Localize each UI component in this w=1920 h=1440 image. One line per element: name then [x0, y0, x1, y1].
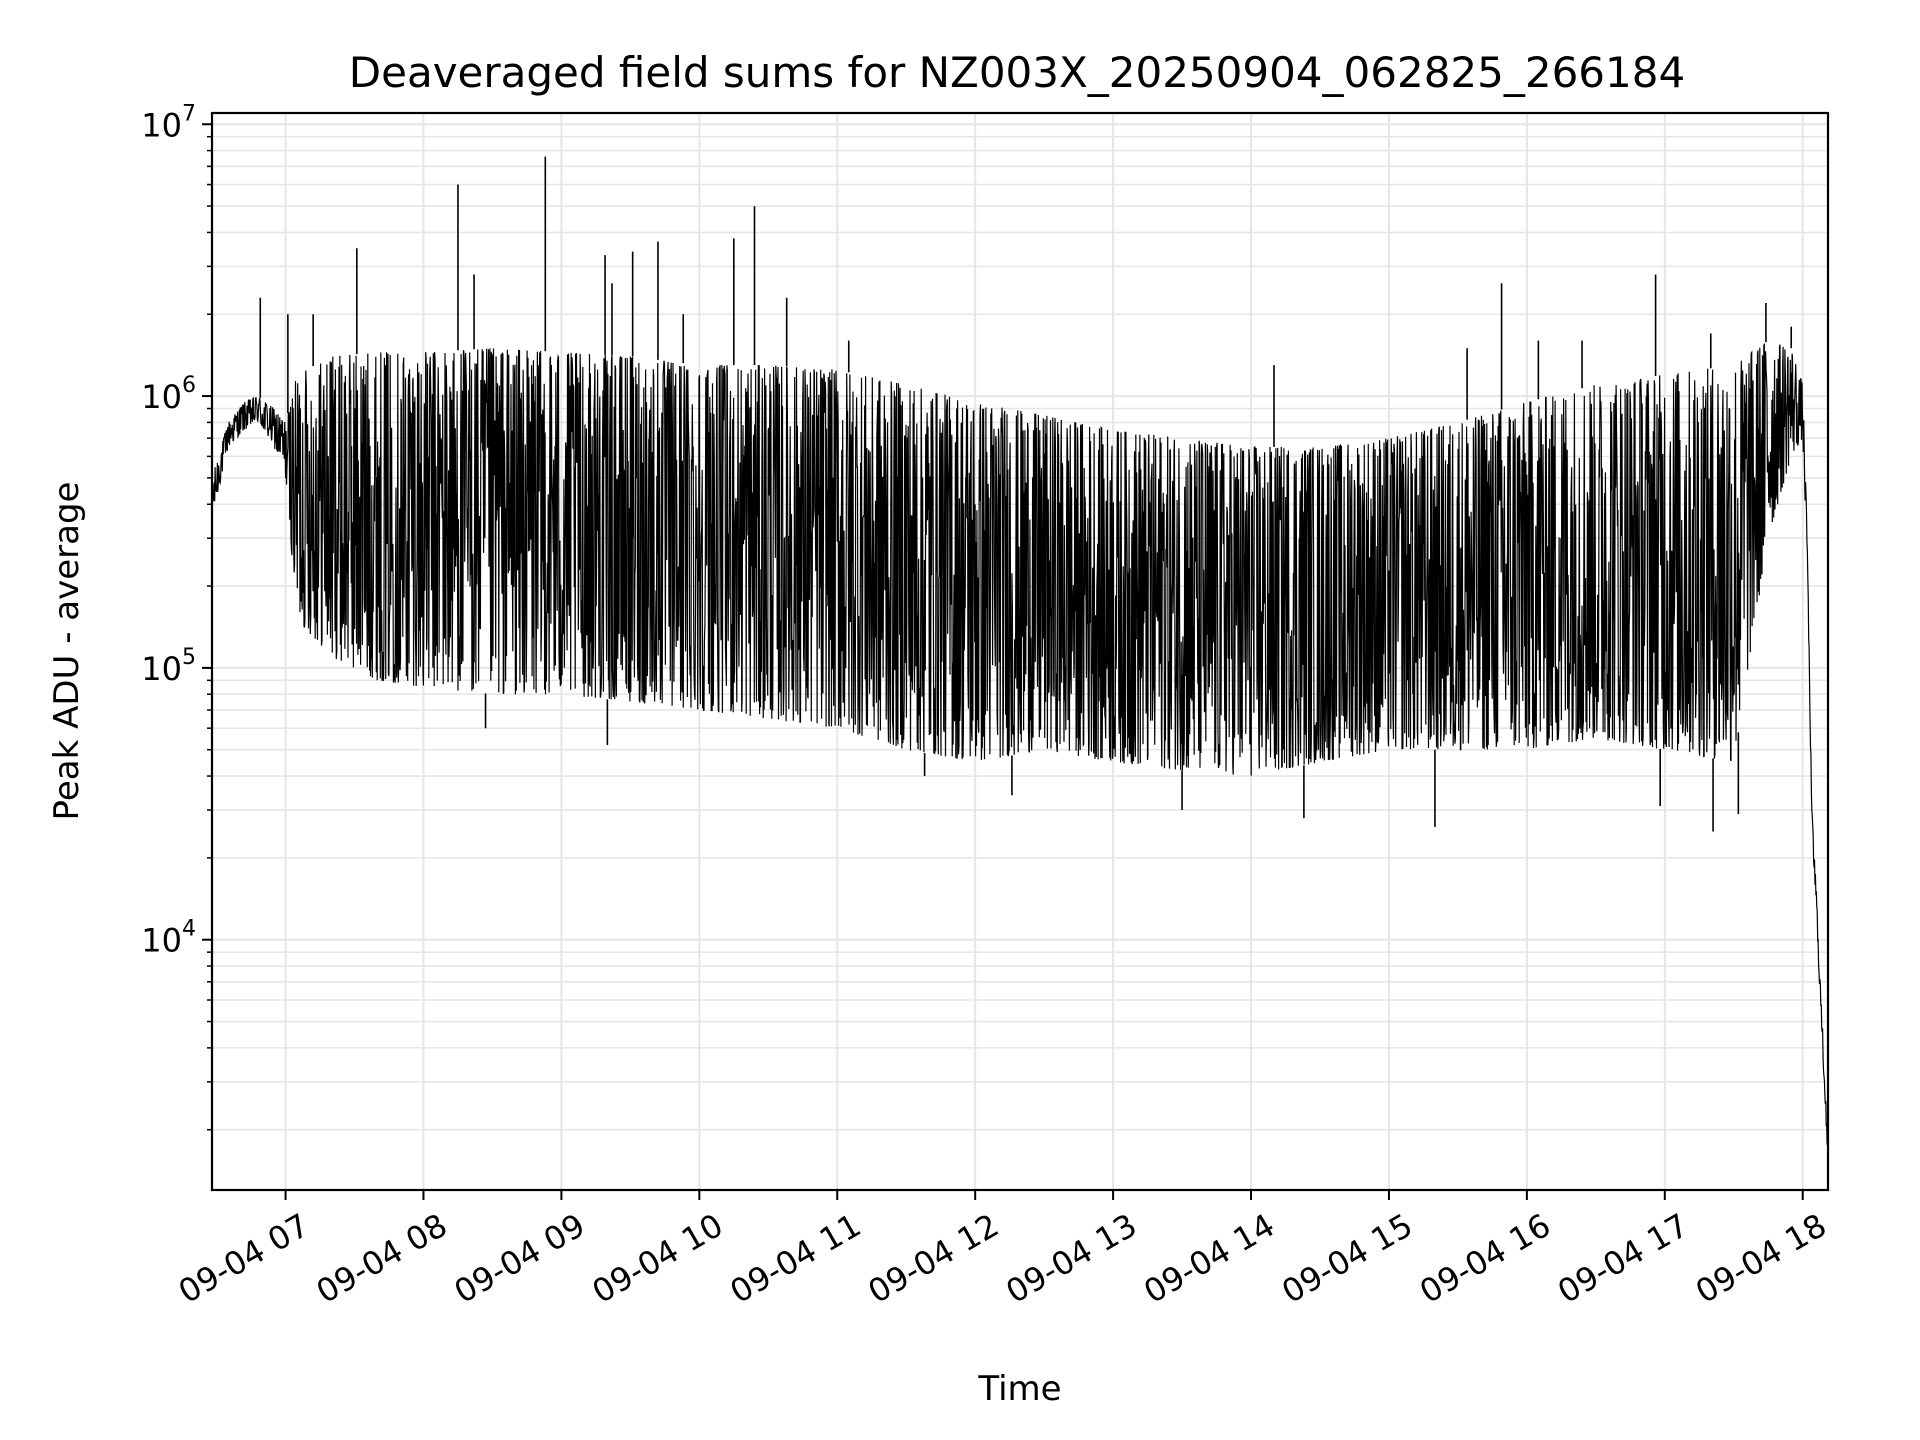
plot-area — [212, 156, 1828, 1145]
y-tick-exponent: 4 — [182, 917, 196, 942]
y-tick-exponent: 6 — [182, 373, 196, 398]
y-tick-label: 107 — [141, 101, 196, 144]
y-tick-base: 10 — [141, 650, 182, 688]
chart-title: Deaveraged field sums for NZ003X_2025090… — [349, 48, 1685, 97]
y-tick-label: 104 — [141, 917, 196, 960]
y-tick-base: 10 — [141, 922, 182, 960]
y-tick-label: 106 — [141, 373, 196, 416]
y-tick-exponent: 5 — [182, 645, 196, 670]
x-axis-label: Time — [977, 1369, 1061, 1409]
y-tick-exponent: 7 — [182, 101, 196, 126]
series-line — [212, 342, 1828, 1145]
y-tick-base: 10 — [141, 106, 182, 144]
y-axis-label: Peak ADU - average — [47, 482, 87, 821]
y-tick-label: 105 — [141, 645, 196, 688]
y-tick-base: 10 — [141, 378, 182, 416]
plot-frame — [210, 111, 1830, 1192]
